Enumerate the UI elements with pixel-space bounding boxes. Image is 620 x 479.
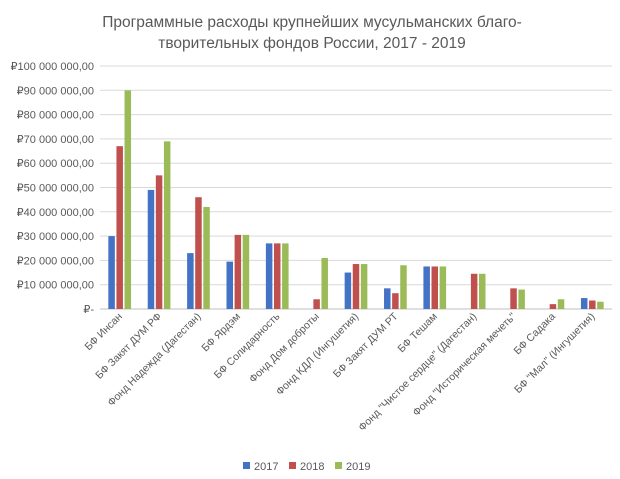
bar-2019 xyxy=(400,265,407,309)
bar-2019 xyxy=(163,141,171,309)
bar-2017 xyxy=(187,253,194,309)
legend: 2017 2018 2019 xyxy=(243,461,370,473)
bar-2019 xyxy=(203,206,210,309)
y-tick-label: ₽100 000 000,00 xyxy=(11,61,94,73)
bar-2017 xyxy=(108,236,115,309)
legend-swatch-2019 xyxy=(335,462,342,469)
bar-2019 xyxy=(518,289,525,309)
bar-2018 xyxy=(431,266,439,309)
legend-label: 2017 xyxy=(254,461,278,473)
bar-2017 xyxy=(265,243,273,309)
bar-2017 xyxy=(580,298,588,309)
y-tick-label: ₽90 000 000,00 xyxy=(17,85,94,97)
bar-2018 xyxy=(470,273,478,309)
y-tick-label: ₽60 000 000,00 xyxy=(17,158,94,170)
bar-2018 xyxy=(195,197,202,309)
bar-2018 xyxy=(234,234,242,309)
bar-2019 xyxy=(360,264,368,309)
bar-2019 xyxy=(321,257,328,309)
bars xyxy=(108,90,604,309)
bar-2019 xyxy=(597,301,604,309)
y-tick-label: ₽10 000 000,00 xyxy=(17,280,94,292)
chart-title-line-2: творительных фондов России, 2017 - 2019 xyxy=(158,35,466,52)
bar-2017 xyxy=(344,272,352,309)
bar-2018 xyxy=(352,264,360,309)
bar-2018 xyxy=(510,288,517,309)
bar-2017 xyxy=(384,288,391,309)
gridlines xyxy=(100,65,612,310)
y-tick-label: ₽70 000 000,00 xyxy=(17,134,94,146)
bar-2018 xyxy=(549,304,557,309)
bar-2018 xyxy=(116,146,123,309)
chart-title-line-1: Программные расходы крупнейших мусульман… xyxy=(102,14,522,31)
bar-2019 xyxy=(557,299,565,309)
bar-2018 xyxy=(155,175,163,309)
x-tick-label: Фонд Дом доброты xyxy=(247,311,322,386)
y-tick-label: ₽80 000 000,00 xyxy=(17,110,94,122)
x-tick-label: БФ "Мал" (Ингушетия) xyxy=(512,311,597,396)
y-tick-label: ₽20 000 000,00 xyxy=(17,255,94,267)
bar-2017 xyxy=(423,266,430,309)
y-tick-label: ₽30 000 000,00 xyxy=(17,231,94,243)
legend-swatch-2017 xyxy=(243,462,250,469)
bar-2018 xyxy=(589,300,596,309)
bar-2019 xyxy=(479,273,486,309)
bar-2019 xyxy=(242,234,250,309)
chart-title: Программные расходы крупнейших мусульман… xyxy=(102,14,522,52)
x-tick-label: БФ Закят ДУМ РФ xyxy=(93,311,164,382)
y-tick-label: ₽50 000 000,00 xyxy=(17,183,94,195)
legend-swatch-2018 xyxy=(289,462,296,469)
bar-2017 xyxy=(226,261,233,309)
x-tick-label: БФ Солидарность xyxy=(212,310,283,381)
bar-2019 xyxy=(282,243,289,309)
legend-label: 2018 xyxy=(300,461,324,473)
y-axis-ticks: ₽- ₽10 000 000,00 ₽20 000 000,00 ₽30 000 00… xyxy=(11,61,95,316)
bar-2019 xyxy=(124,90,132,309)
bar-2019 xyxy=(439,266,447,309)
legend-label: 2019 xyxy=(346,461,370,473)
y-tick-label: ₽- xyxy=(83,304,94,316)
y-tick-label: ₽40 000 000,00 xyxy=(17,207,94,219)
bar-2018 xyxy=(273,243,281,309)
bar-2018 xyxy=(313,299,320,309)
bar-2018 xyxy=(392,293,399,309)
bar-2017 xyxy=(147,189,155,309)
